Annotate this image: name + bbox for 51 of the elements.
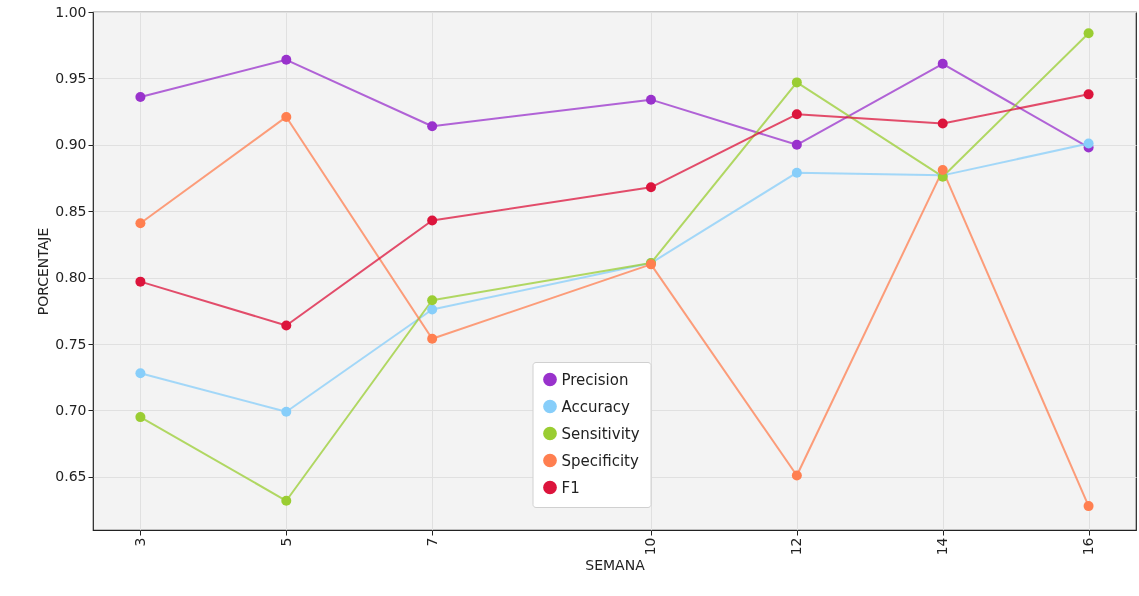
point [1083,501,1094,512]
point [135,218,146,229]
point [645,182,656,193]
y-tick-label: 0.95 [55,69,87,86]
point [135,412,146,423]
x-tick-label: 12 [788,537,805,556]
point [135,368,146,379]
point [281,320,292,331]
point [645,94,656,105]
y-tick-label: 0.90 [55,136,87,153]
x-tick-label: 7 [423,537,440,547]
legend-label: Specificity [561,451,639,470]
point [791,470,802,481]
point [1083,138,1094,149]
point [281,495,292,506]
y-tick-label: 0.75 [55,335,87,352]
legend-label: F1 [561,478,580,497]
point [135,92,146,102]
point [791,77,802,88]
point [427,304,438,315]
x-tick-label: 5 [277,537,294,547]
legend-label: Accuracy [561,397,631,416]
point [791,139,802,150]
point [1083,89,1094,100]
y-tick-label: 0.65 [55,468,87,485]
point [135,276,146,287]
point [1083,28,1094,39]
point [937,58,948,69]
point [427,121,438,132]
point [937,118,948,129]
point [791,109,802,120]
legend-label: Precision [561,370,629,389]
x-tick-label: 10 [642,537,659,556]
legend-label: Sensitivity [561,424,640,443]
y-axis-title: PORCENTAJE [35,227,52,316]
y-tick-label: 0.80 [55,269,87,286]
point [281,54,292,65]
point [791,167,802,178]
x-axis-title: SEMANA [585,557,646,574]
point [281,406,292,417]
x-tick-label: 14 [934,537,951,556]
point [427,295,438,306]
y-tick-label: 0.70 [55,401,87,418]
point [937,165,948,176]
y-tick-label: 1.00 [55,3,87,20]
point [281,111,292,122]
x-tick-label: 16 [1080,537,1097,556]
point [427,333,438,344]
x-tick-label: 3 [131,537,148,547]
y-tick-label: 0.85 [55,202,87,219]
point [427,215,438,226]
